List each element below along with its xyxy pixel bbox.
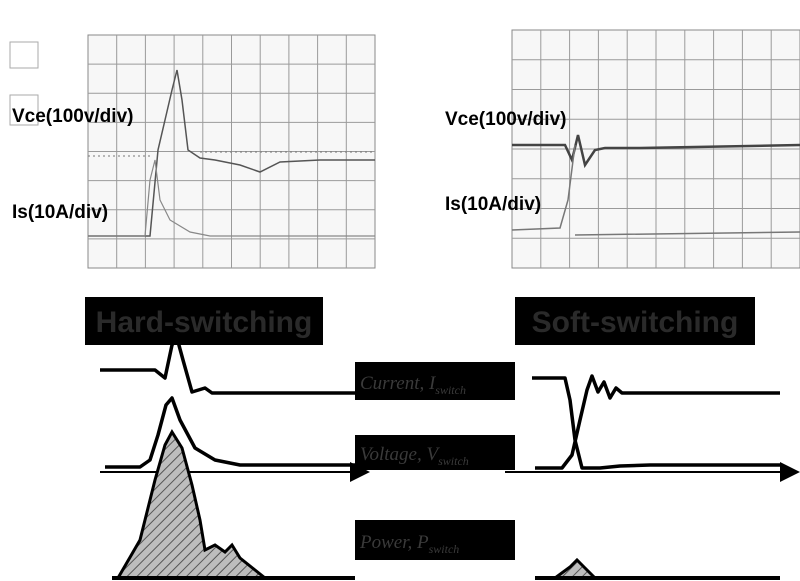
legend-sub: switch: [429, 542, 460, 556]
wave-current: [100, 338, 355, 393]
legend-text: Power, P: [359, 532, 429, 553]
is-label: Is(10A/div): [12, 202, 108, 223]
legend-text: Voltage, V: [360, 444, 440, 465]
is-label: Is(10A/div): [445, 194, 541, 215]
vce-label: Vce(100v/div): [445, 109, 566, 130]
wave-voltage: [105, 398, 355, 467]
figure: Vce(100v/div) Is(10A/div) Vce(100v/div) …: [0, 0, 800, 581]
vce-label: Vce(100v/div): [12, 106, 133, 127]
panel-title: Soft-switching: [532, 306, 739, 339]
scope-right: Vce(100v/div) Is(10A/div): [445, 30, 800, 268]
legend-sub: switch: [438, 454, 469, 468]
panel-title: Hard-switching: [96, 306, 313, 339]
legend-text: Current, I: [360, 373, 437, 394]
legend-sub: switch: [435, 383, 466, 397]
scope-left: Vce(100v/div) Is(10A/div): [10, 35, 375, 268]
